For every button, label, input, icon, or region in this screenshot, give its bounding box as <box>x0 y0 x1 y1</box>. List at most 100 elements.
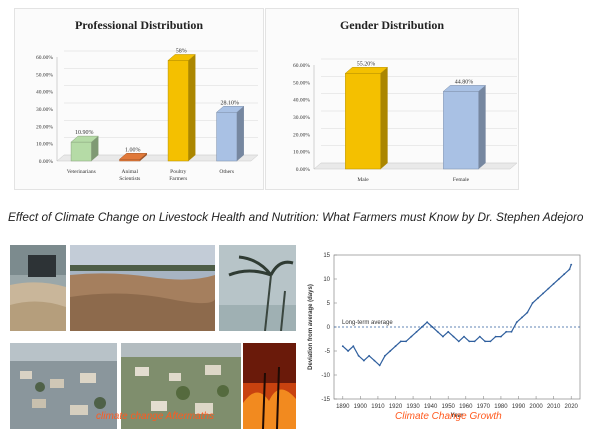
category-label: Scientists <box>119 176 140 182</box>
bar <box>118 153 148 162</box>
photo-flood-water <box>70 245 215 331</box>
y-tick-label: 15 <box>323 253 330 259</box>
x-axis-label: Year <box>451 413 464 419</box>
x-tick-label: 1970 <box>477 404 491 410</box>
y-tick-label: 10.00% <box>36 142 53 148</box>
y-tick-label: 60.00% <box>36 55 53 61</box>
caption-climate-growth: Climate Change Growth <box>395 411 502 422</box>
data-point <box>442 335 444 338</box>
data-point <box>500 335 502 338</box>
gender-distribution-chart: Gender Distribution 0.00% 10.00% 20.00% 30.0… <box>293 18 518 183</box>
y-tick-label: 20.00% <box>293 132 310 138</box>
x-tick-label: 2000 <box>529 404 543 410</box>
bar-top <box>442 85 487 92</box>
y-tick-label: 0.00% <box>296 167 311 173</box>
professional-distribution-chart: Professional Distribution 0.00% 10.00% 20.0… <box>36 18 259 182</box>
data-point <box>447 330 450 333</box>
data-point <box>368 354 371 357</box>
x-tick-label: 1900 <box>354 404 368 410</box>
data-label: 55.20% <box>357 61 376 67</box>
data-point <box>373 359 376 362</box>
bar-front <box>216 112 238 162</box>
x-tick-label: 1920 <box>389 404 403 410</box>
y-tick-label: -15 <box>321 397 330 403</box>
photo-flooded-town <box>10 343 117 429</box>
long-term-average-label: Long-term average <box>342 320 393 326</box>
bar-side <box>380 67 388 169</box>
y-tick-label: 0 <box>327 325 331 331</box>
category-label: Veterinarians <box>67 169 96 175</box>
series-line <box>342 264 572 367</box>
x-tick-label: 1980 <box>494 404 508 410</box>
climate-deviation-chart: -15 -10 -5 0 5 10 15 1890 1900 1910 1920 1930 1940 19… <box>308 253 581 419</box>
x-tick-label: 1950 <box>442 404 456 410</box>
data-point <box>478 335 481 338</box>
bar <box>442 85 487 170</box>
data-point <box>384 354 386 357</box>
data-label: 44.80% <box>455 79 474 85</box>
data-point <box>431 326 434 328</box>
y-tick-label: 10 <box>323 277 330 283</box>
data-point <box>526 311 529 314</box>
data-point <box>457 340 460 343</box>
bar-front <box>119 159 141 162</box>
photo-storm-palms <box>219 245 296 331</box>
data-point <box>547 287 550 290</box>
x-tick-label: 1930 <box>406 404 420 410</box>
bar-front <box>70 141 92 162</box>
data-point <box>505 330 508 333</box>
bar-front <box>345 73 381 170</box>
bar <box>344 67 389 170</box>
data-point <box>558 278 560 280</box>
bar-side <box>139 153 147 161</box>
data-point <box>426 321 429 324</box>
category-label: Farmers <box>169 176 187 182</box>
chart-title: Professional Distribution <box>75 18 203 32</box>
data-point <box>563 273 566 276</box>
data-point <box>415 330 418 333</box>
y-tick-label: -10 <box>321 373 330 379</box>
data-point <box>542 292 544 295</box>
x-tick-label: 1940 <box>424 404 438 410</box>
category-label: Poultry <box>170 169 186 175</box>
photo-wildfire <box>243 343 296 429</box>
data-point <box>484 340 487 343</box>
bar-front <box>443 91 479 170</box>
bar-side <box>236 106 244 161</box>
data-point <box>536 297 539 300</box>
data-label: 1.00% <box>125 147 141 153</box>
caption-aftermaths: climate change Aftermaths <box>96 411 215 422</box>
x-tick-label: 2010 <box>547 404 561 410</box>
bar <box>215 106 245 162</box>
data-point <box>531 302 534 304</box>
data-point <box>389 350 392 352</box>
y-tick-label: 40.00% <box>293 98 310 104</box>
bar-top <box>215 106 245 113</box>
data-point <box>378 364 381 367</box>
y-tick-label: 50.00% <box>293 80 310 86</box>
y-tick-label: 50.00% <box>36 72 53 78</box>
x-tick-label: 1960 <box>459 404 473 410</box>
category-label: Male <box>357 177 369 183</box>
data-point <box>452 335 455 338</box>
y-tick-label: 20.00% <box>36 124 53 130</box>
chart-floor <box>313 162 518 170</box>
professional-chart-panel: Professional Distribution 0.00% 10.00% 20.0… <box>14 8 264 190</box>
category-label: Animal <box>122 169 139 175</box>
data-label: 10.90% <box>75 130 94 136</box>
data-point <box>357 354 360 357</box>
data-point <box>494 335 497 338</box>
y-tick-label: 10.00% <box>293 150 310 156</box>
data-point <box>347 350 349 352</box>
data-label: 58% <box>176 48 187 54</box>
bar <box>70 135 100 162</box>
photo-flooded-road <box>10 245 66 331</box>
data-point <box>436 330 439 333</box>
data-point <box>394 345 397 348</box>
x-tick-label: 1910 <box>371 404 385 410</box>
x-tick-label: 1890 <box>336 404 350 410</box>
y-tick-label: -5 <box>325 349 331 355</box>
category-label: Female <box>453 177 470 183</box>
y-axis-label: Deviation from average (days) <box>308 284 314 370</box>
data-point <box>510 330 513 333</box>
